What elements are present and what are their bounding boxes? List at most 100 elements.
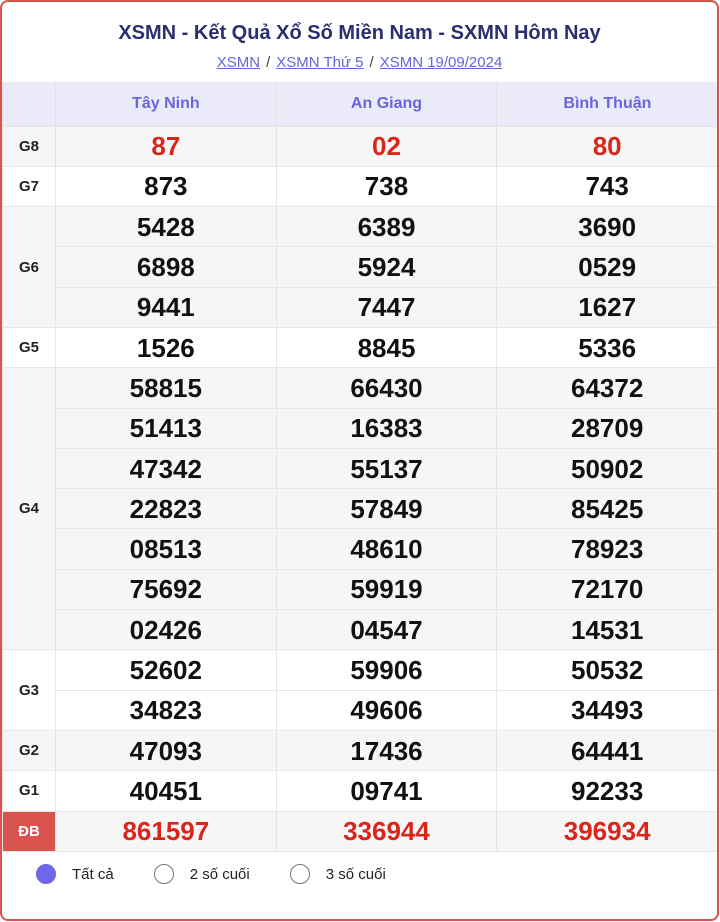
prize-number: 51413 — [55, 407, 277, 449]
prize-row: G5 1526 8845 5336 — [2, 326, 717, 369]
prize-number: 1526 — [55, 326, 277, 369]
breadcrumb-separator: / — [266, 54, 271, 71]
filter-label: Tất cả — [72, 865, 114, 883]
prize-number: 47093 — [55, 729, 277, 772]
filter-label: 3 số cuối — [325, 865, 386, 883]
prize-number: 34823 — [55, 689, 277, 731]
prize-number: 7447 — [275, 286, 498, 328]
prize-row: 22823 57849 85425 — [3, 488, 717, 530]
prize-row: G6 5428 6389 3690 — [2, 206, 717, 328]
prize-row: 08513 48610 78923 — [3, 528, 717, 570]
filter-all[interactable]: Tất cả — [36, 864, 114, 884]
prize-number: 1627 — [496, 286, 717, 328]
prize-number: 28709 — [496, 407, 717, 449]
filter-label: 2 số cuối — [189, 865, 250, 883]
breadcrumb-separator: / — [369, 54, 374, 71]
prize-number: 64372 — [496, 367, 717, 409]
prize-number: 40451 — [55, 770, 277, 812]
prize-row: ĐB 861597 336944 396934 — [2, 810, 717, 852]
prize-number: 59919 — [275, 568, 498, 611]
prize-number: 47342 — [55, 447, 277, 490]
prize-number: 861597 — [55, 810, 277, 852]
prize-label: ĐB — [2, 810, 56, 852]
prize-number: 66430 — [275, 367, 498, 409]
prize-number: 9441 — [55, 286, 277, 328]
prize-row: 75692 59919 72170 — [3, 568, 717, 611]
province-header: Bình Thuận — [496, 82, 717, 126]
prize-row: G7 873 738 743 — [2, 165, 717, 208]
prize-number: 48610 — [275, 528, 498, 570]
prize-number: 50902 — [496, 447, 717, 490]
results-table: Tây Ninh An Giang Bình Thuận G8 87 02 80 G7 8… — [2, 82, 717, 852]
prize-row: G1 40451 09741 92233 — [2, 770, 717, 812]
prize-number: 873 — [55, 165, 277, 208]
prize-number: 78923 — [496, 528, 717, 570]
prize-number: 72170 — [496, 568, 717, 611]
prize-number: 17436 — [275, 729, 498, 772]
prize-number: 02 — [275, 125, 498, 167]
prize-number: 34493 — [496, 689, 717, 731]
filter-last-2[interactable]: 2 số cuối — [153, 864, 250, 884]
prize-number: 75692 — [55, 568, 277, 611]
prize-number: 6898 — [55, 246, 277, 288]
prize-label: G8 — [2, 125, 56, 167]
filter-last-3[interactable]: 3 số cuối — [289, 864, 386, 884]
prize-number: 16383 — [275, 407, 498, 449]
prize-row: 9441 7447 1627 — [3, 286, 717, 328]
prize-label: G6 — [2, 206, 56, 328]
prize-row: G4 58815 66430 64372 — [2, 367, 717, 651]
prize-number: 5336 — [496, 326, 717, 369]
prize-label: G5 — [2, 326, 56, 369]
radio-icon[interactable] — [153, 864, 174, 884]
digit-filter: Tất cả 2 số cuối 3 số cuối — [36, 864, 426, 884]
prize-number: 57849 — [275, 488, 498, 530]
radio-selected-icon[interactable] — [36, 864, 56, 884]
prize-number: 92233 — [496, 770, 717, 812]
prize-number: 396934 — [496, 810, 717, 852]
corner-header — [2, 82, 56, 126]
prize-number: 14531 — [496, 609, 717, 651]
prize-row: 6898 5924 0529 — [3, 246, 717, 288]
prize-number: 49606 — [275, 689, 498, 731]
prize-number: 59906 — [275, 649, 498, 691]
prize-number: 8845 — [275, 326, 498, 369]
prize-row: 34823 49606 34493 — [3, 689, 717, 731]
prize-row: G3 52602 59906 50532 — [2, 649, 717, 731]
prize-number: 5924 — [275, 246, 498, 288]
prize-number: 85425 — [496, 488, 717, 530]
prize-number: 80 — [496, 125, 717, 167]
breadcrumb-weekday[interactable]: XSMN Thứ 5 — [276, 54, 364, 71]
province-header: Tây Ninh — [55, 82, 277, 126]
prize-number: 743 — [496, 165, 717, 208]
prize-number: 58815 — [55, 367, 277, 409]
prize-row: G8 87 02 80 — [2, 125, 717, 167]
breadcrumb-date[interactable]: XSMN 19/09/2024 — [379, 54, 503, 71]
prize-number: 64441 — [496, 729, 717, 772]
prize-number: 336944 — [275, 810, 498, 852]
prize-number: 55137 — [275, 447, 498, 490]
prize-number: 6389 — [275, 206, 498, 248]
prize-label: G1 — [2, 770, 56, 812]
province-header: An Giang — [275, 82, 497, 126]
prize-number: 22823 — [55, 488, 277, 530]
prize-number: 02426 — [55, 609, 277, 651]
prize-number: 04547 — [275, 609, 498, 651]
prize-label: G2 — [2, 729, 56, 772]
prize-number: 50532 — [496, 649, 717, 691]
breadcrumb-xsmn[interactable]: XSMN — [216, 54, 261, 71]
breadcrumb: XSMN / XSMN Thứ 5 / XSMN 19/09/2024 — [2, 54, 717, 76]
prize-row: 51413 16383 28709 — [3, 407, 717, 449]
prize-row: 47342 55137 50902 — [3, 447, 717, 490]
radio-icon[interactable] — [289, 864, 310, 884]
prize-label: G4 — [2, 367, 56, 651]
prize-number: 3690 — [496, 206, 717, 248]
prize-number: 09741 — [275, 770, 498, 812]
prize-label: G3 — [2, 649, 56, 731]
prize-number: 52602 — [55, 649, 277, 691]
prize-number: 08513 — [55, 528, 277, 570]
prize-number: 0529 — [496, 246, 717, 288]
prize-row: G2 47093 17436 64441 — [2, 729, 717, 772]
prize-number: 738 — [275, 165, 498, 208]
page-title: XSMN - Kết Quả Xổ Số Miền Nam - SXMN Hôm… — [118, 22, 601, 44]
